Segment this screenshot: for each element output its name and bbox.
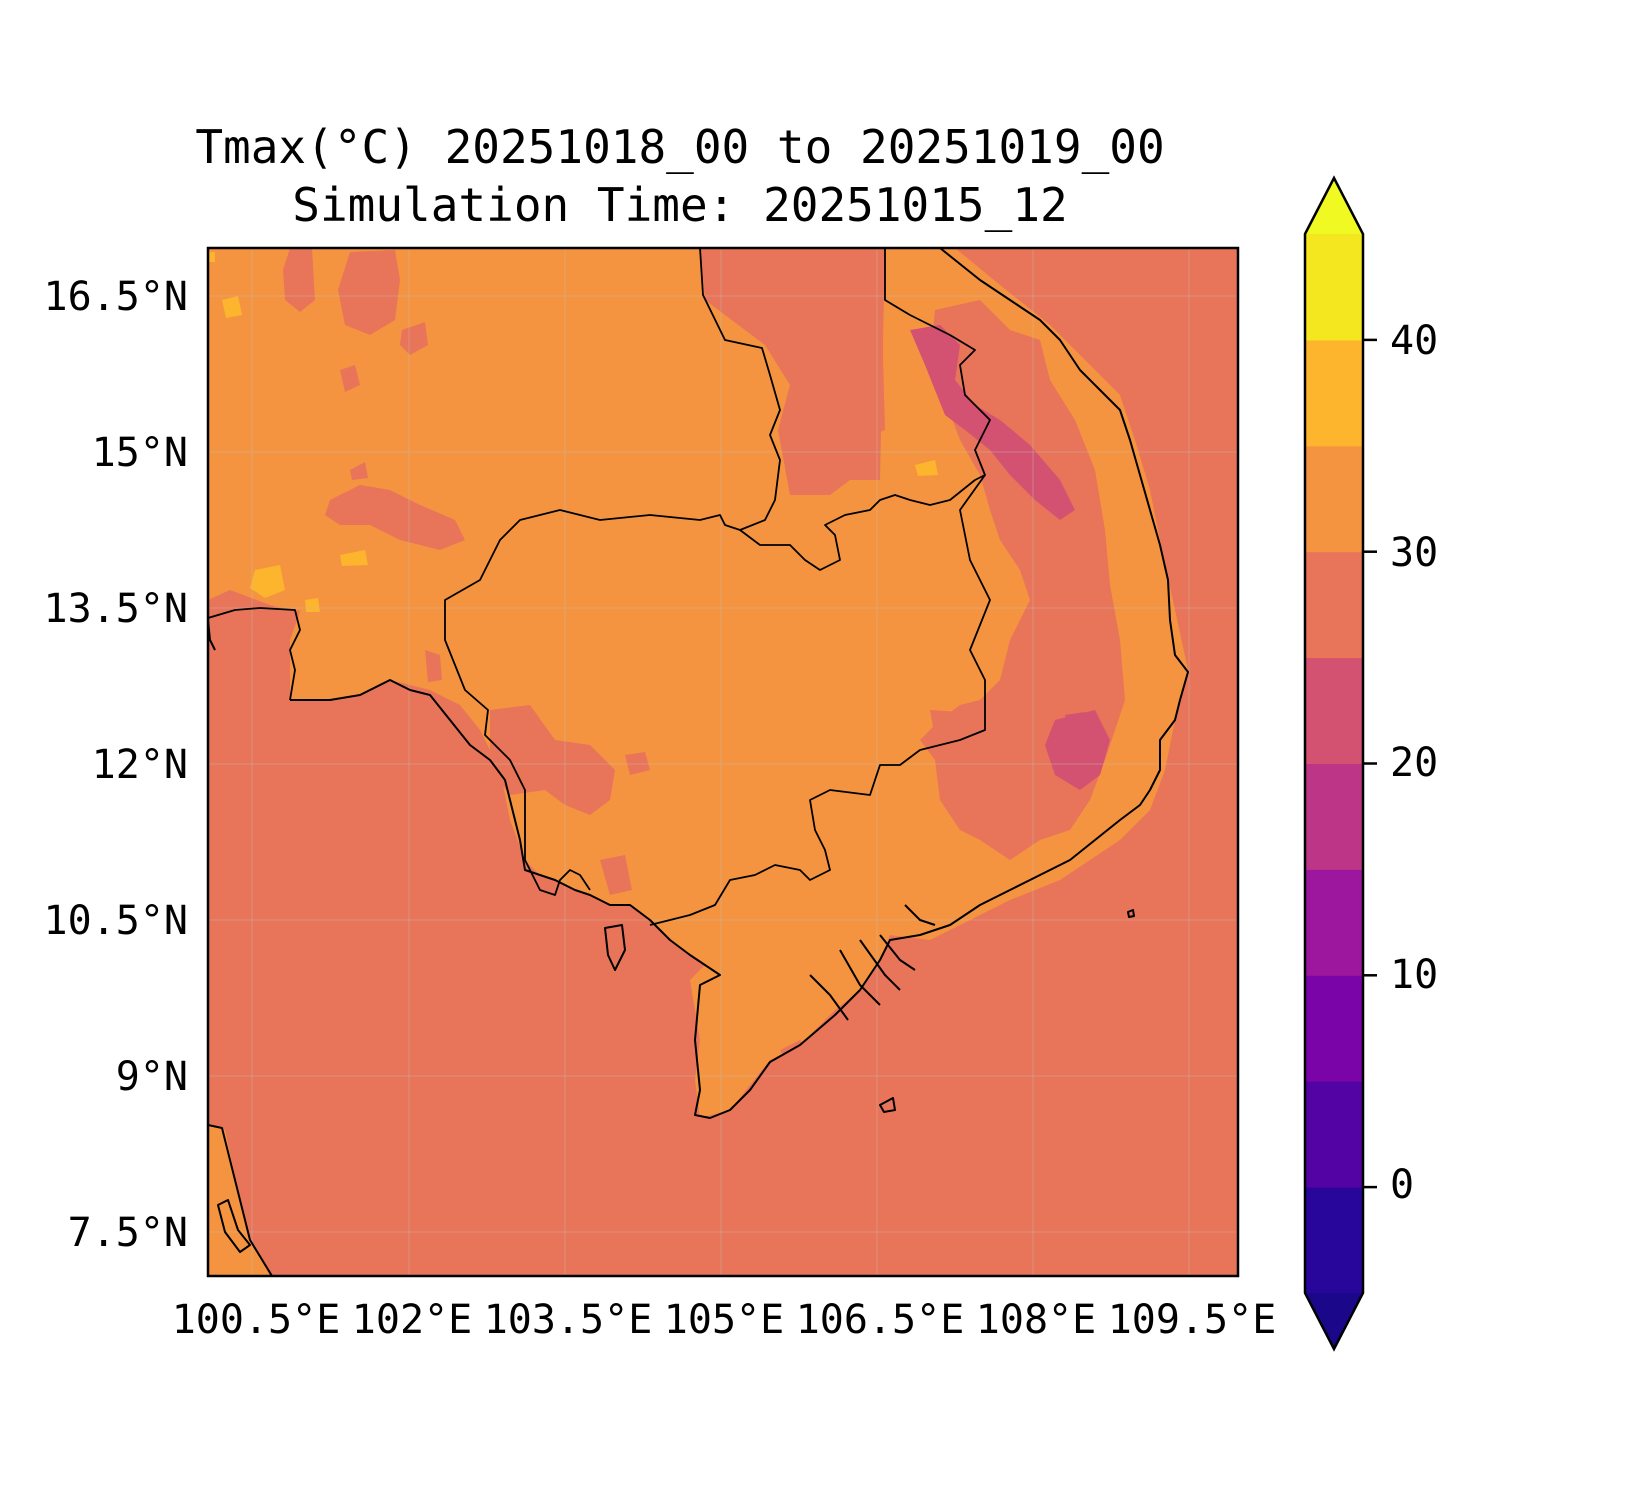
colorbar-band <box>1305 657 1363 764</box>
colorbar-band <box>1305 339 1363 447</box>
colorbar-band <box>1305 1081 1363 1188</box>
lat-label-12: 12°N <box>92 742 188 788</box>
colorbar-band <box>1305 763 1363 870</box>
title-line-2: Simulation Time: 20251015_12 <box>292 178 1068 232</box>
colorbar-band <box>1305 551 1363 659</box>
island-small <box>879 1097 896 1113</box>
cbar-tick-label-40: 40 <box>1390 318 1438 364</box>
cbar-tick-label-30: 30 <box>1390 530 1438 576</box>
lat-label-15: 15°N <box>92 430 188 476</box>
lon-label-109.5: 109.5°E <box>1108 1297 1277 1343</box>
coastlines-borders <box>208 248 1189 1276</box>
lon-label-108: 108°E <box>976 1297 1096 1343</box>
cbar-tick-label-0: 0 <box>1390 1162 1414 1208</box>
peninsula-land-region <box>208 1125 270 1276</box>
border-laos-vietnam-thailand <box>444 248 781 896</box>
mainland-land-region <box>208 248 1188 1118</box>
island-phu-quoc <box>604 924 626 971</box>
colorbar-band <box>1305 445 1363 553</box>
lat-label-16.5: 16.5°N <box>44 274 189 320</box>
island-small-3 <box>217 1199 251 1253</box>
lat-label-9: 9°N <box>116 1054 188 1100</box>
map-gridlines <box>208 248 1238 1276</box>
colorbar <box>1303 175 1377 1352</box>
lat-label-10.5: 10.5°N <box>44 898 189 944</box>
lat-label-13.5: 13.5°N <box>44 586 189 632</box>
tmax-20-25-patches <box>910 325 1110 790</box>
coastline-peninsula <box>208 1124 273 1276</box>
colorbar-band <box>1305 1187 1363 1294</box>
lat-label-7.5: 7.5°N <box>68 1210 188 1256</box>
colorbar-outline <box>1303 175 1365 1352</box>
border-cambodia-laos <box>739 474 986 571</box>
map-plot-area <box>208 248 1238 1276</box>
lon-label-100.5: 100.5°E <box>172 1297 341 1343</box>
title-line-1: Tmax(°C) 20251018_00 to 20251019_00 <box>195 120 1165 174</box>
cbar-tick-label-10: 10 <box>1390 952 1438 998</box>
cbar-tick-label-20: 20 <box>1390 740 1438 786</box>
border-laos-vietnam <box>649 248 991 926</box>
lon-label-102: 102°E <box>352 1297 472 1343</box>
lon-label-106.5: 106.5°E <box>796 1297 965 1343</box>
chart-title: Tmax(°C) 20251018_00 to 20251019_00 Simu… <box>130 118 1230 234</box>
colorbar-extend-max <box>1305 178 1363 234</box>
lon-label-103.5: 103.5°E <box>484 1297 653 1343</box>
colorbar-tick-labels: 0 10 20 30 40 <box>1390 318 1438 1208</box>
colorbar-extend-min <box>1305 1293 1363 1349</box>
colorbar-band <box>1305 234 1363 341</box>
longitude-labels: 100.5°E 102°E 103.5°E 105°E 106.5°E 108°… <box>172 1297 1277 1343</box>
colorbar-band <box>1305 975 1363 1082</box>
colorbar-band <box>1305 869 1363 976</box>
border-thailand-myanmar <box>208 607 301 701</box>
map-frame <box>206 246 1240 1278</box>
island-small-2 <box>1127 909 1135 918</box>
lon-label-105: 105°E <box>664 1297 784 1343</box>
tmax-35-40-patches <box>208 252 938 612</box>
mekong-delta-channels <box>809 904 936 1021</box>
latitude-labels: 16.5°N 15°N 13.5°N 12°N 10.5°N 9°N 7.5°N <box>44 274 189 1256</box>
